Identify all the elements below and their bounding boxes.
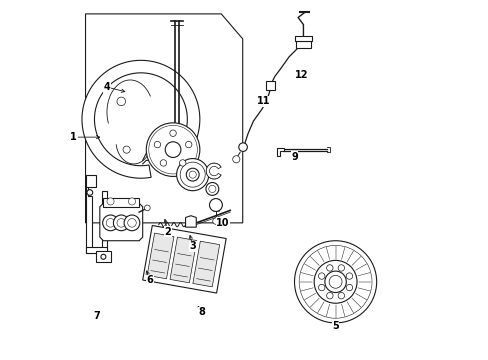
Circle shape — [113, 215, 129, 231]
Polygon shape — [102, 191, 107, 253]
Polygon shape — [296, 41, 310, 48]
Circle shape — [205, 183, 218, 195]
Circle shape — [127, 219, 136, 227]
Circle shape — [102, 215, 118, 231]
Polygon shape — [100, 203, 142, 241]
Text: 11: 11 — [257, 96, 270, 107]
Circle shape — [185, 141, 191, 148]
Circle shape — [313, 260, 356, 303]
Circle shape — [189, 171, 196, 178]
Circle shape — [87, 190, 93, 195]
Circle shape — [346, 284, 352, 291]
Polygon shape — [192, 241, 219, 287]
Text: 8: 8 — [198, 307, 204, 317]
Circle shape — [326, 292, 332, 299]
Circle shape — [148, 125, 197, 174]
Polygon shape — [85, 185, 92, 253]
Polygon shape — [170, 237, 196, 283]
Polygon shape — [294, 36, 312, 41]
Circle shape — [117, 219, 125, 227]
Circle shape — [144, 205, 150, 211]
Circle shape — [209, 199, 222, 211]
Polygon shape — [85, 14, 242, 223]
Circle shape — [154, 141, 161, 148]
Polygon shape — [157, 144, 194, 164]
Circle shape — [337, 265, 344, 271]
Circle shape — [160, 160, 166, 166]
Circle shape — [212, 218, 219, 224]
Circle shape — [169, 130, 176, 136]
Circle shape — [146, 123, 200, 176]
Circle shape — [238, 143, 247, 152]
Circle shape — [128, 198, 135, 205]
Text: 12: 12 — [294, 69, 308, 80]
Circle shape — [101, 254, 106, 259]
Circle shape — [107, 198, 114, 205]
Circle shape — [186, 168, 199, 181]
Circle shape — [318, 273, 325, 279]
Circle shape — [232, 156, 240, 163]
Circle shape — [328, 275, 341, 288]
Polygon shape — [185, 216, 196, 227]
Polygon shape — [85, 247, 107, 253]
Circle shape — [179, 160, 185, 166]
Text: 3: 3 — [189, 241, 196, 251]
Polygon shape — [103, 198, 139, 207]
Polygon shape — [142, 225, 226, 293]
Text: 1: 1 — [70, 132, 77, 142]
Circle shape — [124, 215, 140, 231]
Circle shape — [180, 162, 205, 187]
Polygon shape — [96, 251, 110, 262]
Circle shape — [318, 284, 325, 291]
Polygon shape — [147, 233, 174, 279]
Circle shape — [337, 292, 344, 299]
Text: 2: 2 — [164, 227, 171, 237]
Text: 10: 10 — [216, 218, 229, 228]
Polygon shape — [265, 81, 274, 90]
Circle shape — [208, 185, 216, 193]
Text: 6: 6 — [146, 275, 153, 285]
Circle shape — [294, 241, 376, 323]
Text: 5: 5 — [331, 321, 338, 332]
Polygon shape — [82, 60, 200, 178]
Circle shape — [176, 158, 208, 191]
Circle shape — [299, 246, 371, 318]
Circle shape — [346, 273, 352, 279]
Polygon shape — [206, 163, 221, 179]
Text: 9: 9 — [290, 152, 297, 162]
Circle shape — [326, 265, 332, 271]
Circle shape — [106, 219, 115, 227]
Text: 7: 7 — [93, 311, 100, 321]
Text: 4: 4 — [103, 82, 110, 92]
Circle shape — [324, 271, 346, 293]
Circle shape — [165, 142, 181, 157]
Polygon shape — [85, 175, 95, 187]
Polygon shape — [276, 148, 283, 156]
Circle shape — [123, 146, 130, 153]
Circle shape — [117, 97, 125, 106]
